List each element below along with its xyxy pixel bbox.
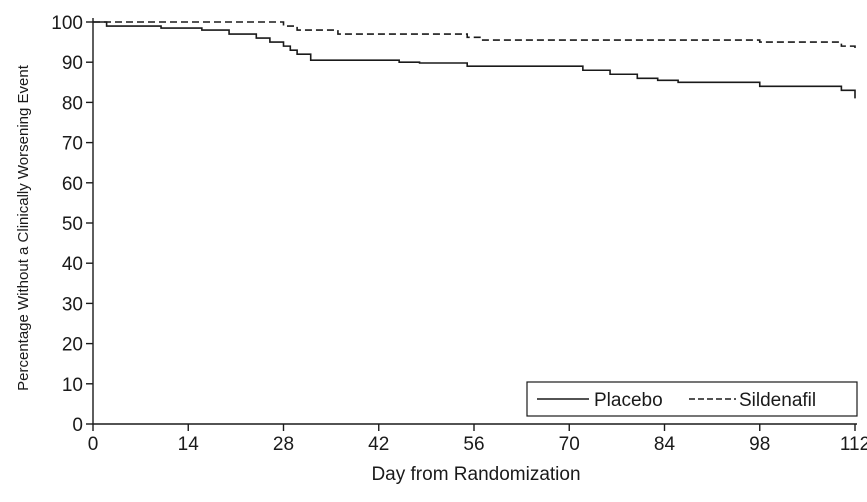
x-tick-label: 70 <box>559 434 580 455</box>
x-axis-title: Day from Randomization <box>371 464 580 485</box>
x-tick-label: 14 <box>178 434 200 455</box>
series-layer <box>93 21 856 99</box>
y-tick-label: 60 <box>62 174 83 195</box>
y-tick-label: 90 <box>62 53 83 74</box>
y-tick-label: 0 <box>72 415 83 436</box>
y-tick-label: 50 <box>62 214 83 235</box>
series-line-sildenafil <box>93 21 856 51</box>
legend-label-placebo: Placebo <box>594 390 663 411</box>
y-axis-title-group: Percentage Without a Clinically Worsenin… <box>15 64 32 391</box>
x-tick-label: 28 <box>273 434 294 455</box>
y-tick-label: 20 <box>62 335 83 356</box>
x-tick-label: 0 <box>88 434 99 455</box>
y-tick-label: 70 <box>62 134 83 155</box>
x-tick-label: 42 <box>368 434 389 455</box>
y-tick-label: 40 <box>62 254 83 275</box>
legend: Placebo Sildenafil <box>526 381 858 417</box>
y-tick-label: 30 <box>62 294 83 315</box>
axes: 0 10 20 30 40 50 60 70 80 90 100 0 14 28 42 56 70 84 98 112 <box>51 13 867 455</box>
legend-label-sildenafil: Sildenafil <box>739 390 816 411</box>
x-tick-label: 84 <box>654 434 676 455</box>
x-tick-label: 98 <box>749 434 770 455</box>
y-tick-label: 100 <box>51 13 83 34</box>
y-axis-title: Percentage Without a Clinically Worsenin… <box>15 64 32 391</box>
y-tick-label: 80 <box>62 93 83 114</box>
x-tick-label: 112 <box>840 434 867 455</box>
x-tick-label: 56 <box>463 434 484 455</box>
y-tick-label: 10 <box>62 375 83 396</box>
series-line-placebo <box>93 21 856 99</box>
